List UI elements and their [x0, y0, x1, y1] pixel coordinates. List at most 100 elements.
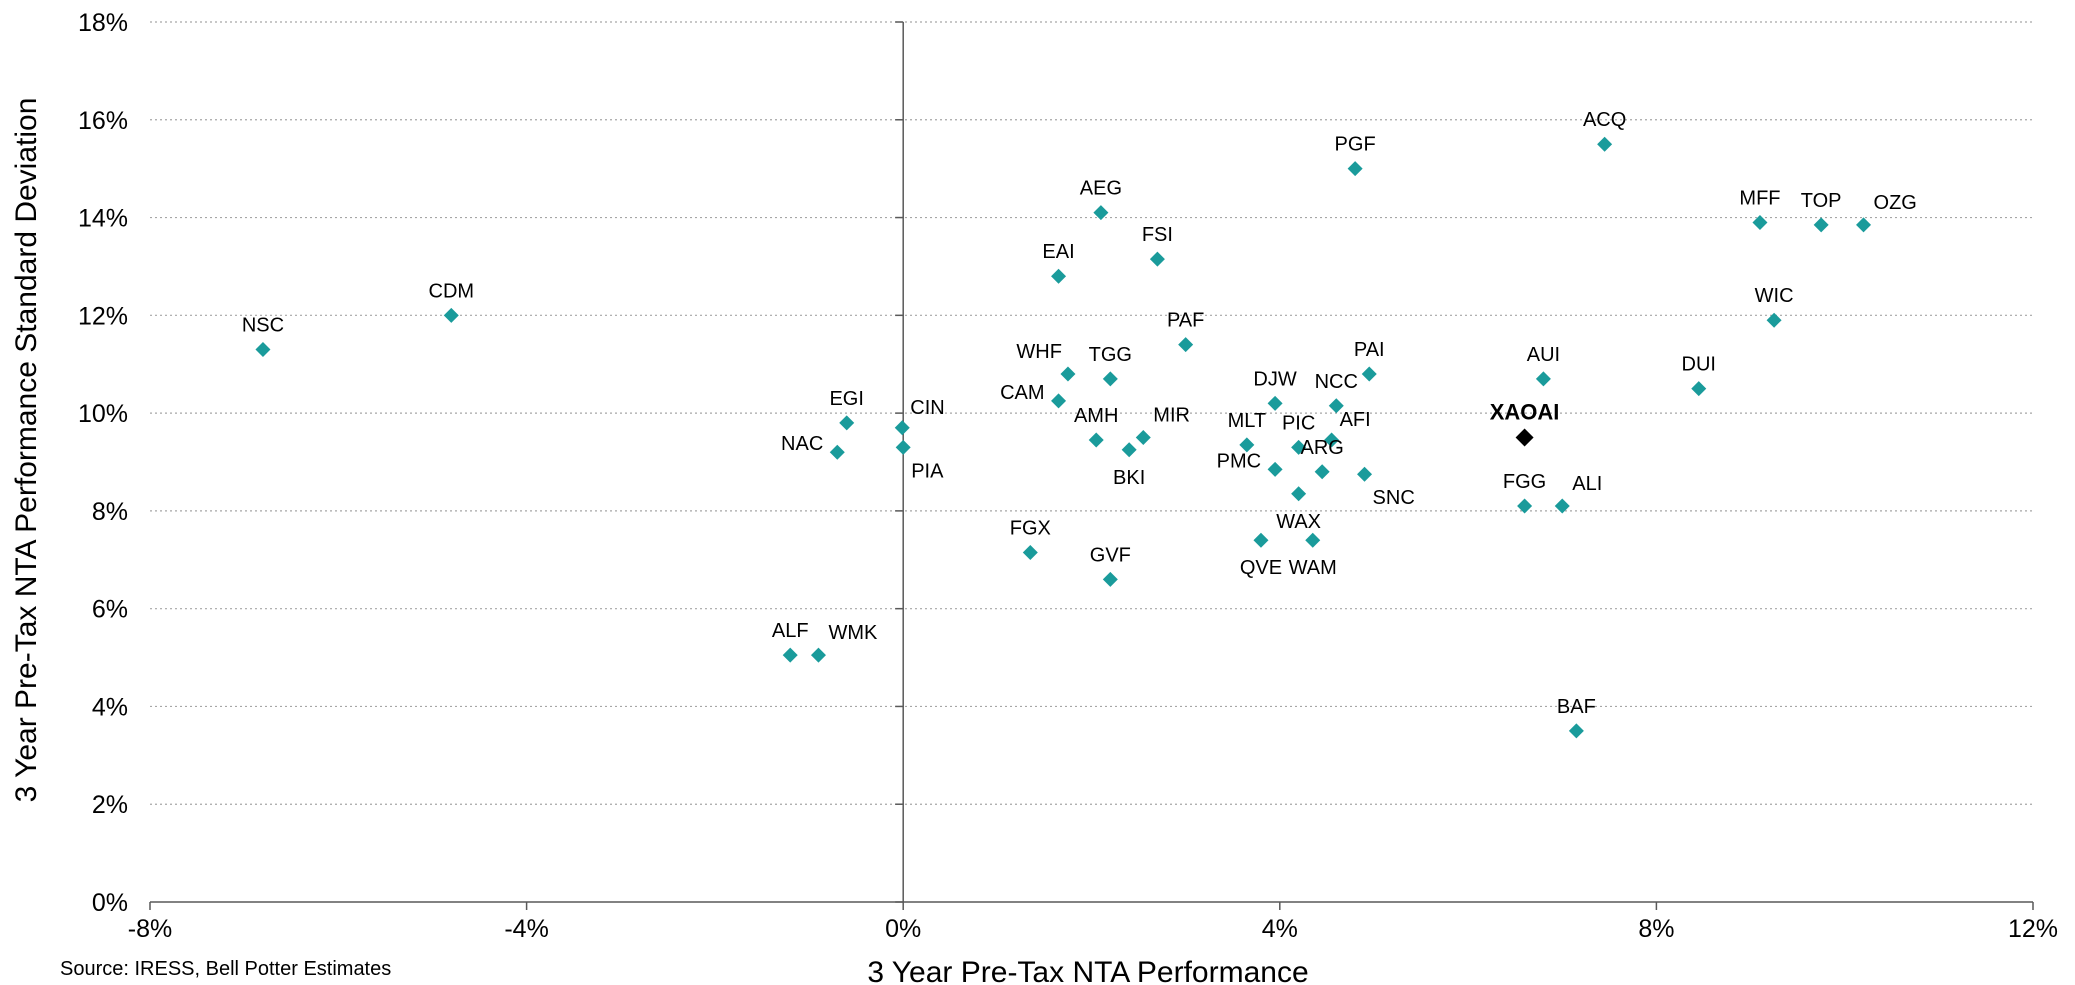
- point-labels: NSC CDM EGI NAC CIN PIA ALF WMK FGX GVF AEG EAI FSI P…: [242, 109, 1917, 718]
- point-label-cin: CIN: [910, 397, 944, 419]
- axes: [149, 21, 2034, 910]
- point-mir: [1135, 430, 1151, 446]
- point-mff: [1752, 214, 1768, 230]
- point-cdm: [443, 307, 459, 323]
- y-tick-label: 10%: [78, 400, 128, 428]
- point-label-pic: PIC: [1282, 412, 1315, 434]
- point-fsi: [1149, 251, 1165, 267]
- point-top: [1813, 217, 1829, 233]
- y-tick-label: 0%: [92, 889, 128, 917]
- y-tick-label: 14%: [78, 205, 128, 233]
- point-label-alf: ALF: [772, 620, 809, 642]
- point-label-arg: ARG: [1300, 437, 1343, 459]
- point-xaoai: [1515, 428, 1534, 447]
- point-egi: [839, 415, 855, 431]
- point-wmk: [810, 647, 826, 663]
- point-label-mir: MIR: [1153, 405, 1190, 427]
- point-amh: [1088, 432, 1104, 448]
- x-tick-label: -8%: [128, 915, 172, 943]
- point-wax: [1291, 486, 1307, 502]
- point-label-fgx: FGX: [1010, 517, 1051, 539]
- point-label-ozg: OZG: [1874, 192, 1917, 214]
- point-label-fsi: FSI: [1142, 224, 1173, 246]
- point-label-bki: BKI: [1113, 467, 1145, 489]
- point-label-gvf: GVF: [1090, 544, 1131, 566]
- point-label-dui: DUI: [1682, 354, 1716, 376]
- point-label-egi: EGI: [829, 388, 863, 410]
- point-pia: [895, 439, 911, 455]
- point-label-acq: ACQ: [1583, 109, 1626, 131]
- point-label-djw: DJW: [1253, 368, 1296, 390]
- point-ncc: [1328, 398, 1344, 414]
- point-nsc: [255, 342, 271, 358]
- point-label-pgf: PGF: [1335, 134, 1376, 156]
- point-label-afi: AFI: [1340, 409, 1371, 431]
- x-tick-label: 0%: [885, 915, 921, 943]
- y-tick-label: 2%: [92, 791, 128, 819]
- point-ali: [1554, 498, 1570, 514]
- point-snc: [1357, 466, 1373, 482]
- point-label-snc: SNC: [1373, 487, 1415, 509]
- point-alf: [782, 647, 798, 663]
- point-eai: [1051, 268, 1067, 284]
- point-gvf: [1102, 571, 1118, 587]
- point-wam: [1305, 532, 1321, 548]
- data-points: [255, 136, 1872, 739]
- point-label-wam: WAM: [1289, 557, 1337, 579]
- point-label-nsc: NSC: [242, 315, 284, 337]
- point-fgx: [1022, 544, 1038, 560]
- point-label-ali: ALI: [1572, 473, 1602, 495]
- point-wic: [1766, 312, 1782, 328]
- point-aui: [1535, 371, 1551, 387]
- point-label-tgg: TGG: [1089, 344, 1132, 366]
- point-label-paf: PAF: [1167, 310, 1204, 332]
- point-label-mff: MFF: [1739, 187, 1780, 209]
- x-tick-label: 12%: [2008, 915, 2058, 943]
- point-label-aeg: AEG: [1080, 178, 1122, 200]
- point-pgf: [1347, 161, 1363, 177]
- source-note: Source: IRESS, Bell Potter Estimates: [60, 958, 392, 980]
- point-dui: [1691, 381, 1707, 397]
- point-pai: [1361, 366, 1377, 382]
- gridlines: [150, 21, 2033, 805]
- point-label-pai: PAI: [1354, 339, 1385, 361]
- point-label-cdm: CDM: [429, 280, 475, 302]
- point-tgg: [1102, 371, 1118, 387]
- y-tick-label: 6%: [92, 596, 128, 624]
- point-aeg: [1093, 205, 1109, 221]
- point-fgg: [1517, 498, 1533, 514]
- y-tick-label: 8%: [92, 498, 128, 526]
- point-label-mlt: MLT: [1228, 410, 1267, 432]
- point-ozg: [1856, 217, 1872, 233]
- point-pic: [1291, 439, 1307, 455]
- point-cam: [1051, 393, 1067, 409]
- point-label-pia: PIA: [911, 460, 944, 482]
- x-tick-label: -4%: [504, 915, 548, 943]
- point-label-xaoai: XAOAI: [1490, 400, 1560, 425]
- point-label-wmk: WMK: [828, 622, 878, 644]
- point-label-nac: NAC: [781, 433, 823, 455]
- point-label-qve: QVE: [1240, 557, 1282, 579]
- point-baf: [1568, 723, 1584, 739]
- point-label-fgg: FGG: [1503, 471, 1546, 493]
- point-paf: [1178, 337, 1194, 353]
- point-label-whf: WHF: [1016, 341, 1062, 363]
- point-arg: [1314, 464, 1330, 480]
- x-axis-title: 3 Year Pre-Tax NTA Performance: [867, 956, 1308, 985]
- point-label-top: TOP: [1801, 190, 1842, 212]
- point-djw: [1267, 395, 1283, 411]
- point-label-baf: BAF: [1557, 696, 1596, 718]
- point-acq: [1597, 136, 1613, 152]
- point-pmc: [1267, 461, 1283, 477]
- x-tick-label: 4%: [1262, 915, 1298, 943]
- y-tick-label: 4%: [92, 693, 128, 721]
- point-afi: [1324, 432, 1340, 448]
- point-label-ncc: NCC: [1315, 371, 1358, 393]
- y-tick-label: 16%: [78, 107, 128, 135]
- y-tick-label: 18%: [78, 9, 128, 37]
- point-label-aui: AUI: [1527, 344, 1560, 366]
- point-mlt: [1239, 437, 1255, 453]
- point-label-wic: WIC: [1755, 285, 1794, 307]
- point-nac: [829, 444, 845, 460]
